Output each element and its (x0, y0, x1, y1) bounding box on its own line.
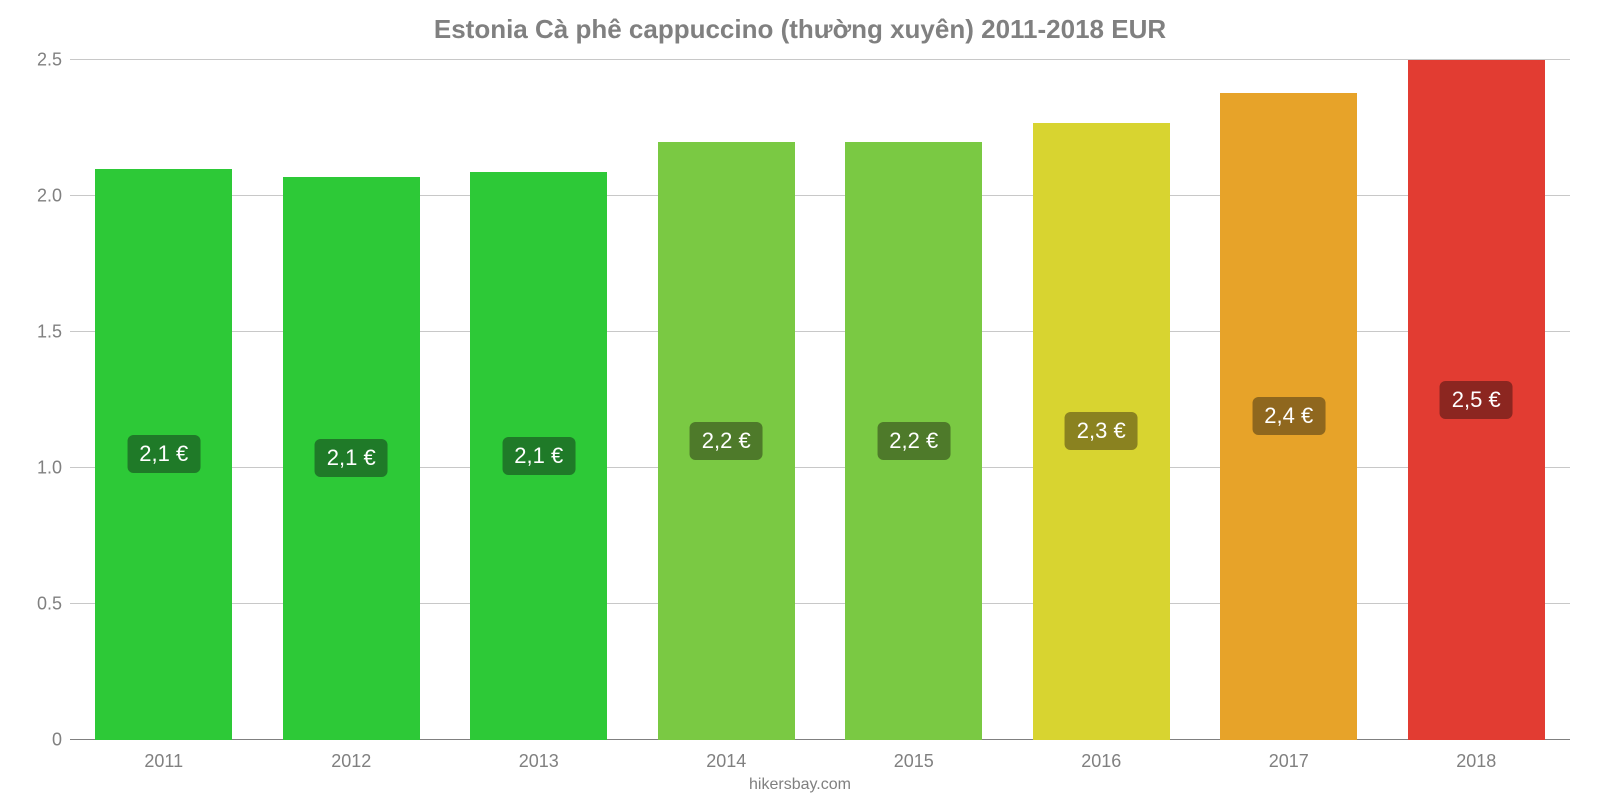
bar-slot: 2,4 € (1195, 60, 1383, 740)
y-tick-label: 0 (22, 730, 62, 751)
bar-slot: 2,1 € (258, 60, 446, 740)
bar-slot: 2,1 € (445, 60, 633, 740)
bar-value-label: 2,3 € (1065, 412, 1138, 450)
bars-group: 2,1 € 2,1 € 2,1 € 2,2 € 2,2 € 2,3 € 2,4 € 2,5 € (70, 60, 1570, 740)
x-tick-label: 2016 (1008, 751, 1196, 772)
y-tick-label: 2.5 (22, 50, 62, 71)
x-tick-label: 2012 (258, 751, 446, 772)
bar-value-label: 2,1 € (127, 435, 200, 473)
bar-value-label: 2,2 € (877, 422, 950, 460)
x-tick-label: 2014 (633, 751, 821, 772)
x-tick-label: 2011 (70, 751, 258, 772)
bar: 2,1 € (283, 177, 420, 740)
bar: 2,5 € (1408, 60, 1545, 740)
bar-value-label: 2,1 € (315, 439, 388, 477)
footer-attribution: hikersbay.com (0, 776, 1600, 794)
bar-slot: 2,5 € (1383, 60, 1571, 740)
bar-value-label: 2,4 € (1252, 397, 1325, 435)
bar: 2,1 € (95, 169, 232, 740)
bar-slot: 2,1 € (70, 60, 258, 740)
bar-slot: 2,2 € (633, 60, 821, 740)
bar: 2,3 € (1033, 123, 1170, 740)
bar-slot: 2,3 € (1008, 60, 1196, 740)
bar: 2,1 € (470, 172, 607, 740)
plot-area: 00.51.01.52.02.5 2,1 €2,1 €2,1 €2,2 €2,2… (70, 60, 1570, 740)
y-tick-label: 2.0 (22, 186, 62, 207)
x-axis-labels: 20112012201320142015201620172018 (70, 751, 1570, 772)
bar-slot: 2,2 € (820, 60, 1008, 740)
bar: 2,2 € (845, 142, 982, 740)
x-tick-label: 2018 (1383, 751, 1571, 772)
x-tick-label: 2013 (445, 751, 633, 772)
y-tick-label: 1.0 (22, 458, 62, 479)
bar-value-label: 2,2 € (690, 422, 763, 460)
chart-container: Estonia Cà phê cappuccino (thường xuyên)… (0, 0, 1600, 800)
x-tick-label: 2015 (820, 751, 1008, 772)
x-tick-label: 2017 (1195, 751, 1383, 772)
bar-value-label: 2,1 € (502, 437, 575, 475)
bar-value-label: 2,5 € (1440, 381, 1513, 419)
y-tick-label: 1.5 (22, 322, 62, 343)
bar: 2,2 € (658, 142, 795, 740)
chart-title: Estonia Cà phê cappuccino (thường xuyên)… (0, 0, 1600, 45)
y-tick-label: 0.5 (22, 594, 62, 615)
bar: 2,4 € (1220, 93, 1357, 740)
